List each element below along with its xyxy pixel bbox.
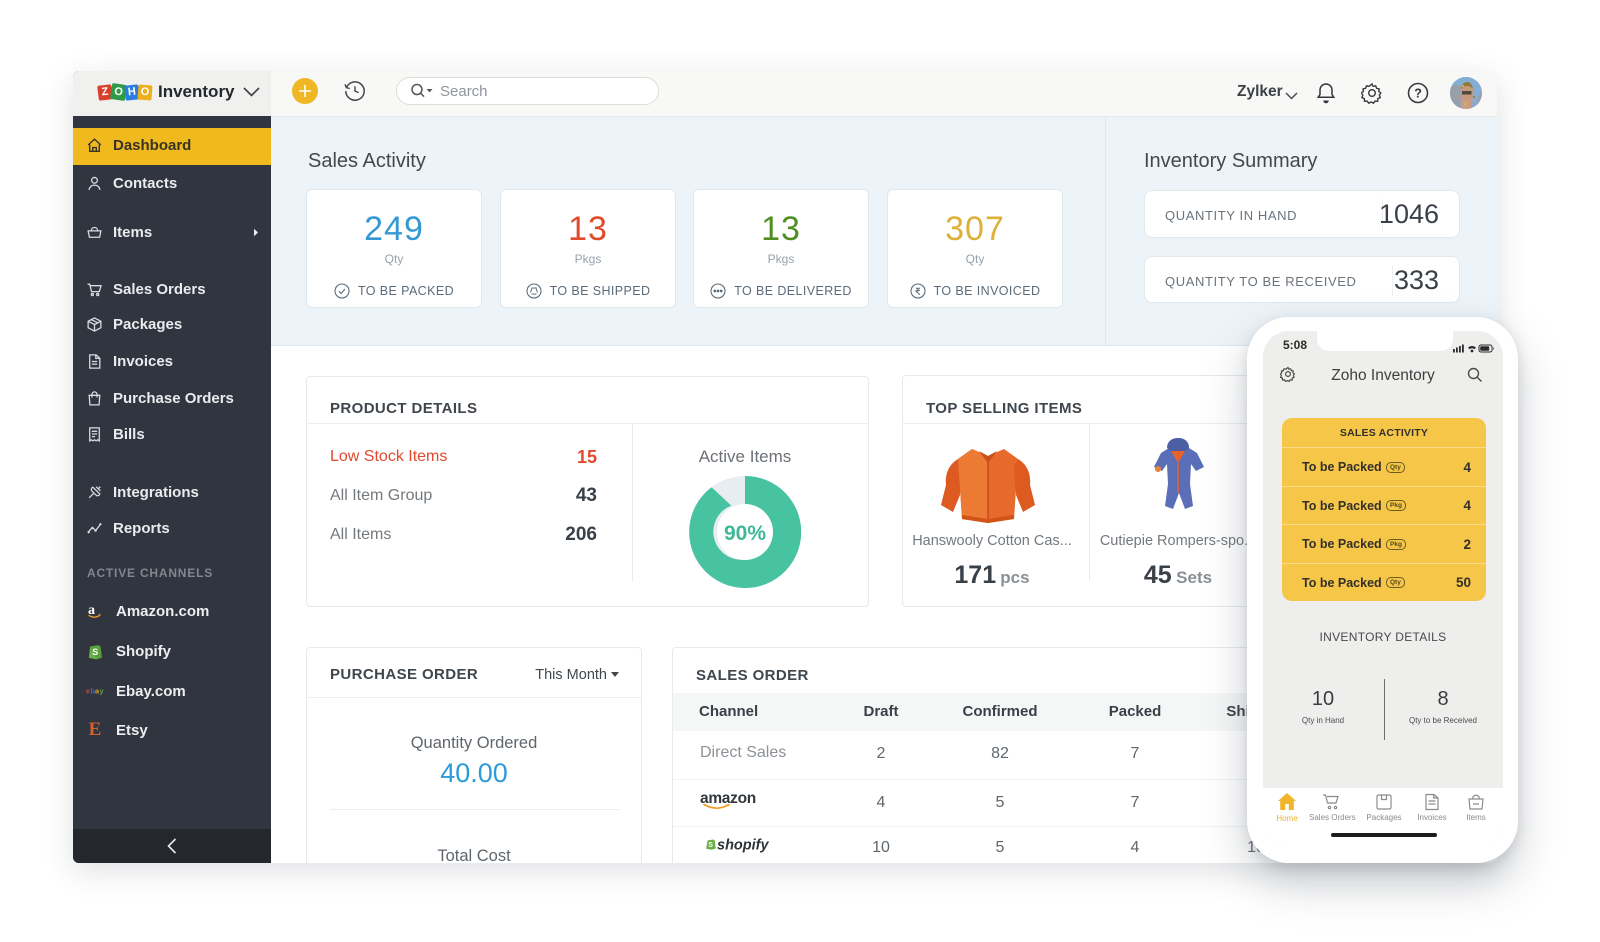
svg-text:90%: 90% [724, 522, 766, 545]
svg-text:amazon: amazon [700, 790, 756, 807]
svg-text:?: ? [1414, 87, 1422, 101]
svg-text:shopify: shopify [717, 838, 769, 854]
svg-text:a: a [88, 603, 95, 618]
svg-text:S: S [92, 647, 98, 657]
svg-text:S: S [708, 842, 713, 849]
svg-text:e: e [86, 686, 90, 695]
svg-text:a: a [95, 686, 100, 695]
svg-text:y: y [100, 686, 105, 695]
svg-text:b: b [91, 686, 96, 695]
